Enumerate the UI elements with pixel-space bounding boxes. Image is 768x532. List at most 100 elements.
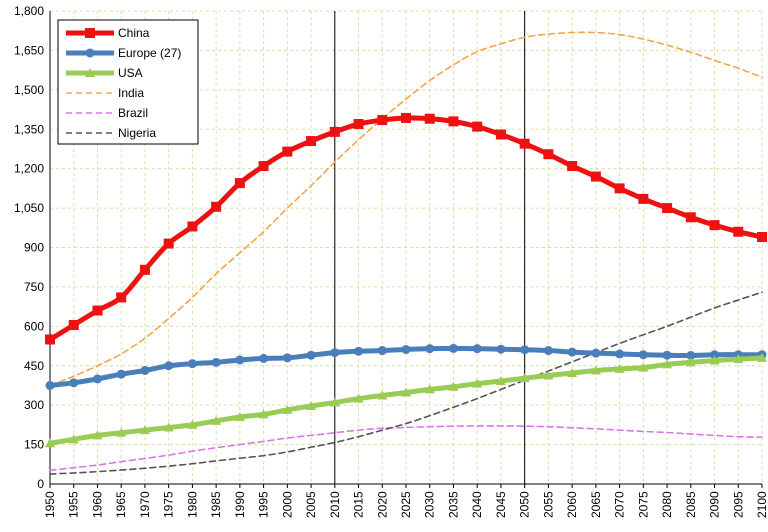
x-tick-label: 2085 (684, 491, 698, 518)
data-point-europe-27 (330, 348, 340, 358)
data-point-china (92, 305, 103, 316)
x-tick-label: 2005 (304, 491, 318, 518)
data-point-china (116, 292, 127, 303)
legend-label: USA (118, 66, 143, 80)
data-point-usa (567, 368, 578, 378)
x-tick-label: 2030 (423, 491, 437, 518)
data-point-china (282, 146, 293, 157)
series-group (45, 31, 767, 475)
data-point-usa (685, 357, 696, 367)
legend-item-china: China (66, 26, 150, 40)
data-point-europe-27 (686, 351, 696, 361)
legend-marker (85, 28, 95, 38)
data-point-china (45, 334, 55, 345)
legend: China Europe (27) USA India Brazil Nigeria (57, 19, 199, 145)
data-point-europe-27 (448, 343, 458, 353)
data-point-usa (234, 411, 245, 421)
legend-label: Brazil (118, 106, 148, 120)
data-point-usa (401, 387, 411, 397)
data-point-europe-27 (306, 350, 316, 360)
data-point-usa (638, 362, 649, 372)
x-tick-label: 2050 (518, 491, 532, 518)
y-tick-label: 1,050 (14, 201, 44, 215)
data-point-europe-27 (187, 359, 197, 369)
legend-label: China (118, 26, 150, 40)
data-point-europe-27 (615, 349, 625, 359)
data-point-usa (424, 384, 435, 394)
data-point-europe-27 (591, 348, 601, 358)
data-point-europe-27 (638, 350, 648, 360)
series-line-nigeria (49, 291, 763, 475)
data-point-china (567, 161, 578, 172)
data-point-china (329, 126, 340, 137)
data-point-china (685, 212, 696, 223)
data-point-china (472, 121, 483, 132)
data-point-china (139, 264, 150, 275)
x-tick-label: 2000 (280, 491, 294, 518)
x-tick-label: 2080 (660, 491, 674, 518)
data-point-europe-27 (116, 369, 126, 379)
data-point-china (258, 161, 269, 172)
x-tick-label: 2010 (328, 491, 342, 518)
data-point-europe-27 (259, 353, 269, 363)
x-tick-label: 1990 (233, 491, 247, 518)
data-point-usa (519, 373, 530, 383)
data-point-europe-27 (496, 344, 506, 354)
legend-label: Europe (27) (118, 46, 181, 60)
data-point-usa (282, 404, 293, 414)
data-point-usa (45, 438, 55, 448)
legend-item-india: India (66, 86, 144, 100)
data-point-usa (614, 363, 625, 373)
data-point-usa (211, 415, 222, 425)
data-point-usa (543, 370, 554, 380)
data-point-china (377, 115, 388, 126)
x-tick-label: 2100 (755, 491, 768, 518)
data-point-usa (448, 381, 459, 391)
data-point-china (543, 149, 554, 160)
legend-label: Nigeria (118, 126, 156, 140)
data-point-china (353, 118, 364, 129)
x-tick-label: 2070 (613, 491, 627, 518)
x-tick-label: 2035 (446, 491, 460, 518)
legend-box (57, 19, 199, 145)
x-tick-label: 2065 (589, 491, 603, 518)
x-tick-label: 1985 (209, 491, 223, 518)
data-point-usa (757, 352, 767, 362)
data-point-europe-27 (69, 378, 79, 388)
y-tick-label: 450 (24, 359, 44, 373)
data-point-usa (116, 427, 127, 437)
data-point-china (495, 129, 506, 140)
x-tick-label: 1955 (67, 491, 81, 518)
x-tick-label: 2090 (708, 491, 722, 518)
data-point-usa (709, 355, 720, 365)
data-point-europe-27 (662, 350, 672, 360)
y-tick-label: 150 (24, 438, 44, 452)
series-nigeria (49, 291, 763, 475)
x-tick-label: 2025 (399, 491, 413, 518)
data-point-china (211, 201, 222, 212)
x-tick-label: 1950 (43, 491, 57, 518)
data-point-europe-27 (164, 361, 174, 371)
data-point-china (163, 238, 174, 249)
y-tick-label: 1,650 (14, 43, 44, 57)
data-point-europe-27 (425, 344, 435, 354)
series-europe-27 (45, 343, 767, 390)
data-point-usa (163, 422, 174, 432)
y-tick-label: 0 (37, 477, 44, 491)
y-tick-label: 900 (24, 241, 44, 255)
data-point-china (662, 203, 673, 214)
data-point-usa (258, 409, 269, 419)
data-point-europe-27 (377, 346, 387, 356)
x-tick-label: 1980 (185, 491, 199, 518)
y-tick-label: 300 (24, 398, 44, 412)
axes (49, 11, 763, 488)
y-tick-label: 1,350 (14, 122, 44, 136)
x-tick-label: 1960 (90, 491, 104, 518)
data-point-europe-27 (472, 344, 482, 354)
x-tick-label: 1975 (162, 491, 176, 518)
data-point-china (448, 116, 459, 127)
legend-item-nigeria: Nigeria (66, 126, 156, 140)
data-point-usa (590, 365, 601, 375)
x-tick-label: 2055 (541, 491, 555, 518)
